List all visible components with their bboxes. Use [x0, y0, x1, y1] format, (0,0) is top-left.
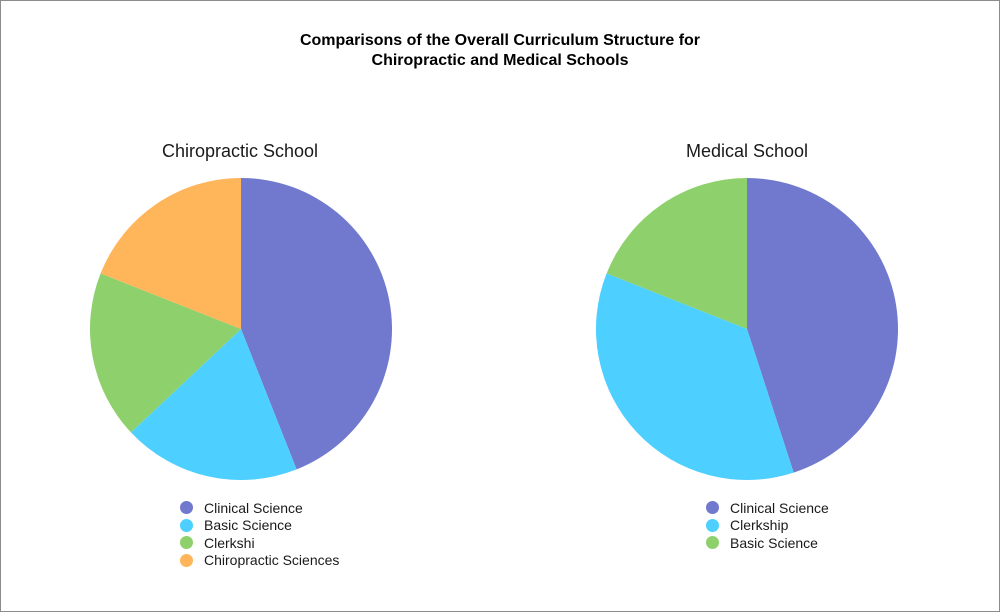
medical-pie-chart: [595, 178, 898, 481]
legend-label: Clerkshi: [204, 534, 255, 551]
pie-slice-clinical-science: [747, 178, 898, 473]
figure-title-line-2: Chiropractic and Medical Schools: [371, 52, 629, 69]
legend-label: Clerkship: [730, 517, 789, 534]
legend-label: Basic Science: [204, 517, 292, 534]
legend-swatch: [180, 518, 193, 532]
medical-chart-title: Medical School: [685, 141, 809, 161]
figure-title: Comparisons of the Overall Curriculum St…: [0, 31, 1000, 71]
chiropractic-pie-chart: [89, 178, 393, 481]
legend-label: Chiropractic Sciences: [204, 552, 340, 569]
legend-label: Basic Science: [730, 534, 818, 551]
figure-title-line-1: Comparisons of the Overall Curriculum St…: [299, 32, 701, 49]
legend-swatch: [706, 501, 719, 515]
legend-item-clinical-science: Clinical Science: [180, 499, 339, 517]
legend-swatch: [706, 536, 719, 550]
legend-swatch: [180, 536, 193, 550]
legend-item-basic-science: Basic Science: [706, 534, 829, 552]
legend-item-basic-science: Basic Science: [180, 517, 339, 535]
pie-slice-basic-science: [130, 329, 297, 481]
legend-label: Clinical Science: [204, 499, 303, 516]
legend-swatch: [180, 553, 193, 567]
legend-item-clinical-science: Clinical Science: [706, 499, 829, 517]
legend-item-clerkshi: Clerkshi: [180, 534, 339, 552]
legend-swatch: [706, 518, 719, 532]
legend-item-clerkship: Clerkship: [706, 517, 829, 535]
medical-legend: Clinical Science Clerkship Basic Science: [706, 499, 829, 552]
legend-swatch: [180, 501, 193, 515]
chiropractic-legend: Clinical Science Basic Science Clerkshi Chi…: [180, 499, 339, 569]
legend-item-chiropractic-sciences: Chiropractic Sciences: [180, 552, 339, 570]
pie-slice-clerkship: [595, 273, 794, 481]
pie-slice-basic-science: [606, 178, 747, 329]
chiropractic-chart-title: Chiropractic School: [161, 141, 319, 161]
pie-slice-clerkshi: [89, 273, 241, 433]
legend-label: Clinical Science: [730, 499, 829, 516]
pie-slice-clinical-science: [241, 178, 393, 470]
pie-slice-chiropractic-sciences: [100, 178, 241, 329]
